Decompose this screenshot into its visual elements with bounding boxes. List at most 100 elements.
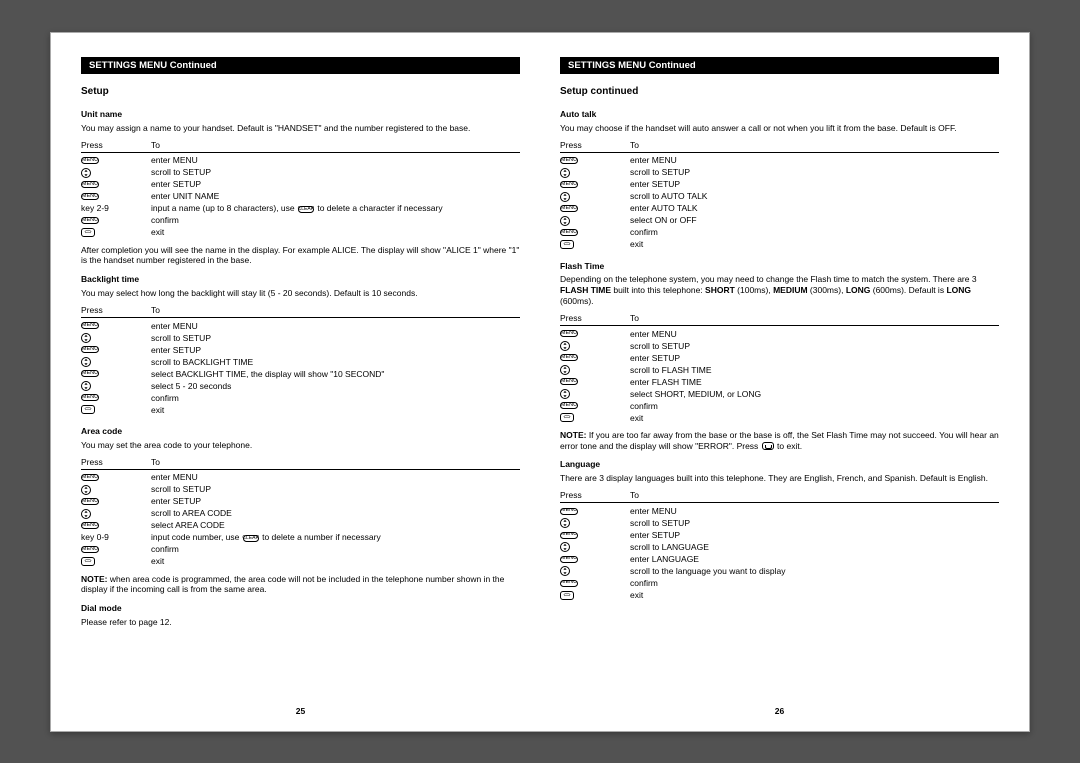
updown-key-icon bbox=[81, 509, 91, 519]
col-press-label: Press bbox=[560, 490, 630, 501]
col-to-label: To bbox=[151, 305, 520, 316]
col-press-label: Press bbox=[560, 140, 630, 151]
step-to: exit bbox=[151, 405, 520, 416]
step-row: MENU confirm bbox=[81, 215, 520, 227]
step-row: scroll to BACKLIGHT TIME bbox=[81, 356, 520, 368]
step-row: MENUconfirm bbox=[81, 392, 520, 404]
step-row: scroll to SETUP bbox=[81, 484, 520, 496]
step-to: exit bbox=[151, 556, 520, 567]
step-to: scroll to AUTO TALK bbox=[630, 191, 999, 202]
step-to: exit bbox=[630, 413, 999, 424]
note-text: NOTE: If you are too far away from the b… bbox=[560, 430, 999, 451]
step-to: scroll to SETUP bbox=[151, 333, 520, 344]
step-to: input a name (up to 8 characters), use C… bbox=[151, 203, 520, 214]
menu-key-icon: MENU bbox=[560, 508, 578, 515]
step-to: enter SETUP bbox=[151, 179, 520, 190]
footer-text: After completion you will see the name i… bbox=[81, 245, 520, 266]
intro-text: You may set the area code to your teleph… bbox=[81, 440, 520, 451]
intro-text: Please refer to page 12. bbox=[81, 617, 520, 628]
menu-key-icon: MENU bbox=[81, 346, 99, 353]
updown-key-icon bbox=[560, 518, 570, 528]
step-row: MENUenter SETUP bbox=[81, 344, 520, 356]
step-to: enter MENU bbox=[630, 506, 999, 517]
step-row: scroll to LANGUAGE bbox=[560, 541, 999, 553]
step-row: scroll to FLASH TIME bbox=[560, 364, 999, 376]
steps-table: PressToMENUenter MENUscroll to SETUPMENU… bbox=[560, 313, 999, 424]
updown-key-icon bbox=[81, 485, 91, 495]
subsection-title: Dial mode bbox=[81, 603, 520, 614]
menu-key-icon: MENU bbox=[560, 330, 578, 337]
step-row: MENU enter MENU bbox=[81, 472, 520, 484]
clear-key-icon: CLEAR bbox=[298, 206, 314, 213]
menu-key-icon: MENU bbox=[81, 157, 99, 164]
steps-table: PressToMENUenter MENUscroll to SETUPMENU… bbox=[81, 457, 520, 568]
step-row: MENUenter SETUP bbox=[81, 496, 520, 508]
step-row: MENUenter SETUP bbox=[81, 179, 520, 191]
intro-text: You may select how long the backlight wi… bbox=[81, 288, 520, 299]
section-title: Setup continued bbox=[560, 86, 999, 99]
page-right: SETTINGS MENU ContinuedSetup continuedAu… bbox=[560, 57, 999, 717]
steps-header: PressTo bbox=[81, 457, 520, 470]
step-to: enter MENU bbox=[151, 321, 520, 332]
page-header: SETTINGS MENU Continued bbox=[81, 57, 520, 75]
step-to: enter LANGUAGE bbox=[630, 554, 999, 565]
col-to-label: To bbox=[151, 457, 520, 468]
end-key-icon bbox=[560, 413, 574, 422]
col-to-label: To bbox=[630, 313, 999, 324]
menu-key-icon: MENU bbox=[81, 522, 99, 529]
step-to: exit bbox=[630, 239, 999, 250]
col-press-label: Press bbox=[560, 313, 630, 324]
step-row: scroll to SETUP bbox=[560, 517, 999, 529]
menu-key-icon: MENU bbox=[81, 474, 99, 481]
step-row: MENUenter MENU bbox=[81, 155, 520, 167]
step-to: scroll to BACKLIGHT TIME bbox=[151, 357, 520, 368]
step-to: select ON or OFF bbox=[630, 215, 999, 226]
step-row: MENUenter LANGUAGE bbox=[560, 553, 999, 565]
step-to: exit bbox=[630, 590, 999, 601]
steps-table: PressToMENUenter MENUscroll to SETUPMENU… bbox=[560, 490, 999, 601]
menu-key-icon: MENU bbox=[81, 546, 99, 553]
col-press-label: Press bbox=[81, 305, 151, 316]
step-row: exit bbox=[560, 239, 999, 251]
steps-table: PressToMENUenter MENUscroll to SETUPMENU… bbox=[81, 305, 520, 416]
step-to: select BACKLIGHT TIME, the display will … bbox=[151, 369, 520, 380]
step-row: MENUselect AREA CODE bbox=[81, 520, 520, 532]
step-to: scroll to SETUP bbox=[630, 518, 999, 529]
step-to: enter AUTO TALK bbox=[630, 203, 999, 214]
step-to: confirm bbox=[151, 544, 520, 555]
step-row: exit bbox=[81, 556, 520, 568]
step-to: confirm bbox=[151, 215, 520, 226]
step-to: enter MENU bbox=[630, 155, 999, 166]
step-to: scroll to SETUP bbox=[151, 484, 520, 495]
step-row: scroll to the language you want to displ… bbox=[560, 565, 999, 577]
subsection-title: Backlight time bbox=[81, 274, 520, 285]
end-key-icon bbox=[81, 405, 95, 414]
step-row: scroll to AREA CODE bbox=[81, 508, 520, 520]
menu-key-icon: MENU bbox=[560, 532, 578, 539]
col-to-label: To bbox=[151, 140, 520, 151]
menu-key-icon: MENU bbox=[560, 378, 578, 385]
step-to: confirm bbox=[151, 393, 520, 404]
step-to: scroll to SETUP bbox=[151, 167, 520, 178]
step-row: scroll to SETUP bbox=[81, 332, 520, 344]
step-to: enter MENU bbox=[151, 472, 520, 483]
menu-key-icon: MENU bbox=[560, 205, 578, 212]
step-row: MENUconfirm bbox=[560, 400, 999, 412]
step-to: enter FLASH TIME bbox=[630, 377, 999, 388]
clear-key-icon: CLEAR bbox=[243, 535, 259, 542]
subsection-title: Unit name bbox=[81, 109, 520, 120]
step-row: exit bbox=[81, 404, 520, 416]
step-row: select SHORT, MEDIUM, or LONG bbox=[560, 388, 999, 400]
end-key-icon bbox=[560, 591, 574, 600]
menu-key-icon: MENU bbox=[560, 181, 578, 188]
step-row: MENUenter MENU bbox=[81, 320, 520, 332]
manual-spread: SETTINGS MENU ContinuedSetupUnit nameYou… bbox=[50, 32, 1030, 732]
subsection-title: Flash Time bbox=[560, 261, 999, 272]
menu-key-icon: MENU bbox=[560, 402, 578, 409]
intro-text: You may choose if the handset will auto … bbox=[560, 123, 999, 134]
menu-key-icon: MENU bbox=[81, 498, 99, 505]
step-row: key 0-9input code number, use CLEAR to d… bbox=[81, 532, 520, 544]
step-row: MENU enter FLASH TIME bbox=[560, 376, 999, 388]
menu-key-icon: MENU bbox=[81, 217, 99, 224]
step-row: MENUconfirm bbox=[560, 227, 999, 239]
